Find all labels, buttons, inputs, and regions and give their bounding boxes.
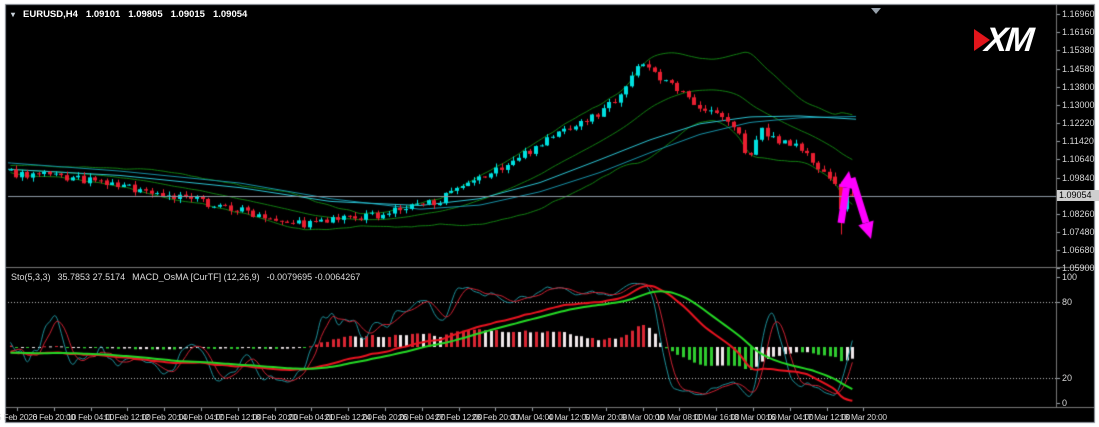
ohlc-close: 1.09054	[212, 9, 248, 20]
price-axis-label: 1.13800	[1062, 82, 1095, 92]
stoch-values: 35.7853 27.5174	[57, 272, 126, 282]
indicator-axis-label: 20	[1062, 373, 1073, 383]
time-axis-label: 28 Feb 20:00	[471, 412, 519, 422]
time-axis-label: 11 Mar 16:00	[693, 412, 740, 422]
price-axis-label: 1.12220	[1062, 118, 1095, 128]
time-axis-label: 18 Mar 20:00	[839, 412, 887, 422]
ohlc-open: 1.09101	[85, 9, 121, 20]
price-axis-label: 1.07480	[1062, 227, 1095, 237]
price-axis-label: 1.08260	[1062, 209, 1095, 219]
time-axis-label: 10 Mar 08:00	[655, 412, 703, 422]
time-axis-label: 17 Mar 12:00	[803, 412, 851, 422]
time-axis-label: 9 Mar 00:00	[621, 412, 664, 422]
macd-values: -0.0079695 -0.0064267	[266, 272, 361, 282]
time-axis-label: 4 Mar 12:00	[547, 412, 591, 422]
time-axis-label: 12 Feb 20:00	[140, 412, 188, 422]
ohlc-low: 1.09015	[170, 9, 205, 20]
current-price-tag: 1.09054	[1057, 190, 1099, 201]
indicator-axis-label: 0	[1062, 398, 1068, 408]
price-axis-label: 1.14580	[1062, 64, 1095, 74]
price-axis-label: 1.09840	[1062, 173, 1095, 183]
price-axis-label: 1.13000	[1062, 100, 1095, 110]
macd-label: MACD_OsMA [CurTF] (12,26,9)	[132, 272, 260, 282]
price-axis-label: 1.16160	[1062, 27, 1095, 37]
price-axis-label: 1.06680	[1062, 245, 1095, 255]
indicator-header: Sto(5,3,3) 35.7853 27.5174 MACD_OsMA [Cu…	[11, 272, 360, 282]
xm-logo-arrow-icon	[974, 29, 990, 51]
ohlc-high: 1.09805	[128, 9, 163, 20]
time-axis-label: 16 Mar 04:00	[766, 412, 814, 422]
time-axis-label: 27 Feb 12:00	[435, 412, 483, 422]
time-axis-label: 3 Mar 04:00	[510, 412, 554, 422]
chart-header: ▾ EURUSD,H4 1.09101 1.09805 1.09015 1.09…	[11, 9, 247, 20]
time-axis-label: 6 Feb 20:00	[32, 412, 76, 422]
time-axis-label: 20 Feb 04:00	[287, 412, 335, 422]
time-axis-label: 10 Feb 04:00	[67, 412, 115, 422]
time-axis-label: 21 Feb 12:00	[324, 412, 372, 422]
time-axis-label: 13 Mar 00:00	[729, 412, 777, 422]
time-axis-label: 5 Feb 2020	[0, 412, 38, 422]
time-axis-label: 17 Feb 12:00	[214, 412, 262, 422]
price-axis-label: 1.10640	[1062, 154, 1095, 164]
xm-logo: XM	[974, 21, 1034, 59]
time-axis-label: 5 Mar 20:00	[584, 412, 628, 422]
time-axis-label: 14 Feb 04:00	[177, 412, 225, 422]
time-axis-label: 26 Feb 04:00	[398, 412, 446, 422]
stoch-label: Sto(5,3,3)	[11, 272, 51, 282]
chart-shift-marker-icon[interactable]	[871, 8, 881, 14]
xm-logo-text: XM	[983, 21, 1034, 59]
indicator-axis-label: 100	[1062, 272, 1078, 282]
indicator-axis-label: 80	[1062, 297, 1073, 307]
time-axis-label: 18 Feb 20:00	[251, 412, 299, 422]
current-price-value: 1.09054	[1059, 190, 1092, 200]
collapse-chart-icon[interactable]: ▾	[11, 9, 16, 19]
price-axis-label: 1.11420	[1062, 136, 1094, 146]
time-axis-label: 24 Feb 20:00	[361, 412, 409, 422]
price-axis-label: 1.16960	[1062, 9, 1095, 19]
time-axis-label: 11 Feb 12:00	[104, 412, 151, 422]
symbol-timeframe: EURUSD,H4	[23, 9, 78, 20]
price-axis-label: 1.05900	[1062, 263, 1095, 273]
price-axis-label: 1.15380	[1062, 45, 1095, 55]
